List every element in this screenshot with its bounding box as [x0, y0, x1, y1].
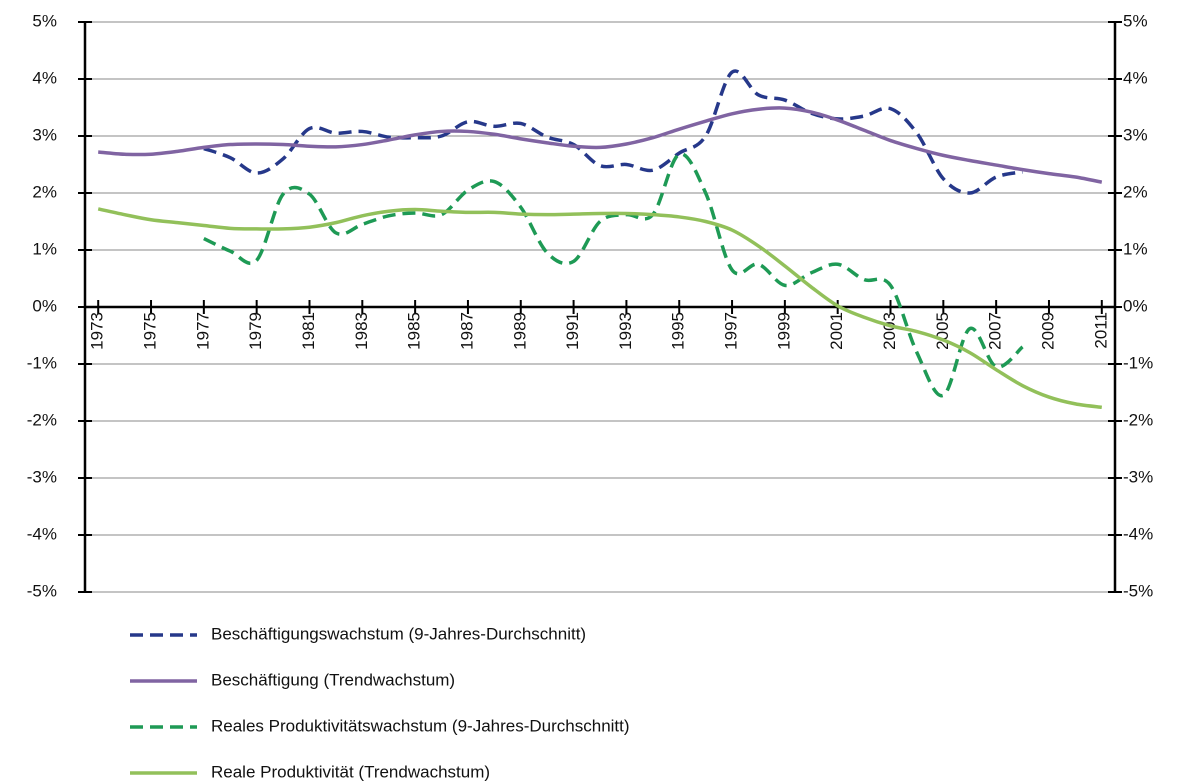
x-tick-label: 2001	[827, 312, 846, 350]
x-tick-label: 1995	[669, 312, 688, 350]
x-tick-label: 1981	[299, 312, 318, 350]
y-tick-label: 5%	[32, 11, 57, 30]
y2-tick-label: -4%	[1123, 524, 1153, 543]
x-tick-label: 2009	[1038, 312, 1057, 350]
x-tick-label: 1993	[616, 312, 635, 350]
y-tick-label: 1%	[32, 239, 57, 258]
x-tick-label: 1991	[563, 312, 582, 350]
series-line	[97, 207, 1103, 410]
legend-label: Beschäftigungswachstum (9-Jahres-Durchsc…	[211, 624, 586, 643]
x-tick-label: 2003	[880, 312, 899, 350]
y2-tick-label: 0%	[1123, 296, 1148, 315]
series-line	[98, 106, 1103, 184]
series-line	[203, 152, 1024, 398]
x-tick-label: 1997	[722, 312, 741, 350]
y-tick-label: 0%	[32, 296, 57, 315]
y-tick-label: 2%	[32, 182, 57, 201]
x-tick-label: 1979	[246, 312, 265, 350]
legend-label: Reales Produktivitätswachstum (9-Jahres-…	[211, 716, 630, 735]
y2-tick-label: 1%	[1123, 239, 1148, 258]
y-tick-label: -2%	[27, 410, 57, 429]
x-tick-label: 2007	[986, 312, 1005, 350]
y-tick-label: -3%	[27, 467, 57, 486]
legend-label: Beschäftigung (Trendwachstum)	[211, 670, 455, 689]
series-line	[203, 69, 1023, 195]
y2-tick-label: 2%	[1123, 182, 1148, 201]
y2-tick-label: -5%	[1123, 581, 1153, 600]
y-tick-label: 4%	[32, 68, 57, 87]
y-tick-label: 3%	[32, 125, 57, 144]
x-tick-label: 1999	[774, 312, 793, 350]
y2-tick-label: -1%	[1123, 353, 1153, 372]
y-tick-label: -5%	[27, 581, 57, 600]
x-tick-label: 1987	[457, 312, 476, 350]
x-tick-label: 1975	[141, 312, 160, 350]
y2-tick-label: 5%	[1123, 11, 1148, 30]
y2-tick-label: -2%	[1123, 410, 1153, 429]
x-tick-label: 1985	[405, 312, 424, 350]
y2-tick-label: -3%	[1123, 467, 1153, 486]
y-tick-label: -1%	[27, 353, 57, 372]
x-tick-label: 1973	[88, 312, 107, 350]
x-tick-label: 1977	[193, 312, 212, 350]
x-tick-label: 1983	[352, 312, 371, 350]
x-tick-label: 1989	[510, 312, 529, 350]
y2-tick-label: 4%	[1123, 68, 1148, 87]
y-tick-label: -4%	[27, 524, 57, 543]
legend-label: Reale Produktivität (Trendwachstum)	[211, 762, 490, 781]
y2-tick-label: 3%	[1123, 125, 1148, 144]
x-tick-label: 2011	[1091, 312, 1110, 349]
